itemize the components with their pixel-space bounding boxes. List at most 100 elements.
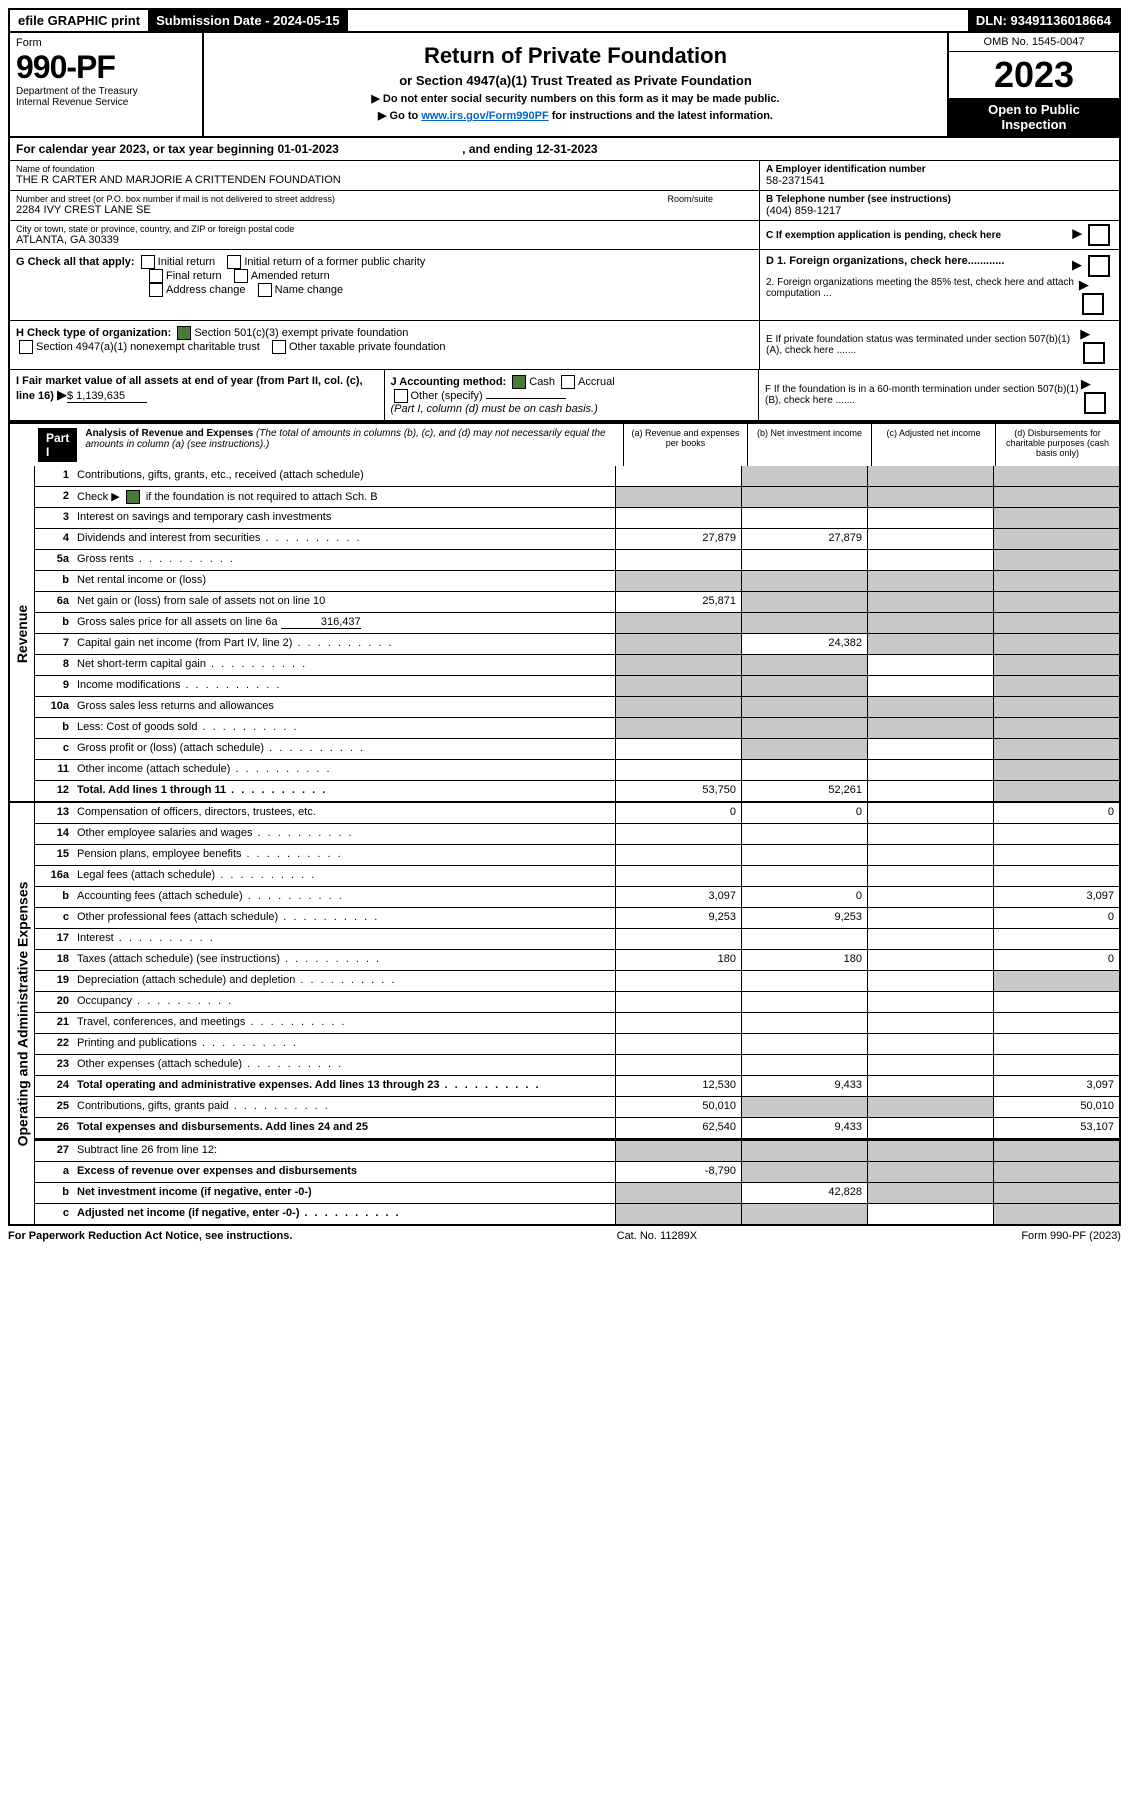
row-27c: cAdjusted net income (if negative, enter… xyxy=(35,1204,1119,1224)
g-label: G Check all that apply: xyxy=(16,256,135,268)
section-g-d: G Check all that apply: Initial return I… xyxy=(8,250,1121,321)
row-10b: bLess: Cost of goods sold xyxy=(35,718,1119,739)
part-label: Part I xyxy=(38,428,77,462)
row-18: 18Taxes (attach schedule) (see instructi… xyxy=(35,950,1119,971)
addr-label: Number and street (or P.O. box number if… xyxy=(16,194,753,204)
checkbox-c[interactable] xyxy=(1088,224,1110,246)
e-label: E If private foundation status was termi… xyxy=(766,334,1080,356)
cb-e[interactable] xyxy=(1083,342,1105,364)
foundation-name: THE R CARTER AND MARJORIE A CRITTENDEN F… xyxy=(16,174,753,186)
row-9: 9Income modifications xyxy=(35,676,1119,697)
phone-value: (404) 859-1217 xyxy=(766,205,1113,217)
row-16a: 16aLegal fees (attach schedule) xyxy=(35,866,1119,887)
col-a-header: (a) Revenue and expenses per books xyxy=(623,424,747,466)
cb-other-method[interactable] xyxy=(394,389,408,403)
fmv-value: $ 1,139,635 xyxy=(67,390,147,403)
cb-address[interactable] xyxy=(149,283,163,297)
submission-date: Submission Date - 2024-05-15 xyxy=(148,10,348,31)
section-ijf: I Fair market value of all assets at end… xyxy=(8,370,1121,422)
expenses-table: Operating and Administrative Expenses 13… xyxy=(8,803,1121,1226)
cb-501c3[interactable] xyxy=(177,326,191,340)
row-7: 7Capital gain net income (from Part IV, … xyxy=(35,634,1119,655)
row-5a: 5aGross rents xyxy=(35,550,1119,571)
row-22: 22Printing and publications xyxy=(35,1034,1119,1055)
row-8: 8Net short-term capital gain xyxy=(35,655,1119,676)
cb-other-tax[interactable] xyxy=(272,340,286,354)
dln: DLN: 93491136018664 xyxy=(968,10,1119,31)
note-2: ▶ Go to www.irs.gov/Form990PF for instru… xyxy=(210,109,941,122)
part-1-header: Part I Analysis of Revenue and Expenses … xyxy=(8,422,1121,466)
j-label: J Accounting method: xyxy=(391,376,507,388)
open-to-public: Open to Public Inspection xyxy=(949,98,1119,136)
expenses-side-label: Operating and Administrative Expenses xyxy=(10,803,35,1224)
row-6a: 6aNet gain or (loss) from sale of assets… xyxy=(35,592,1119,613)
dept-1: Department of the Treasury xyxy=(16,86,196,97)
row-21: 21Travel, conferences, and meetings xyxy=(35,1013,1119,1034)
row-17: 17Interest xyxy=(35,929,1119,950)
omb-number: OMB No. 1545-0047 xyxy=(949,33,1119,52)
cb-cash[interactable] xyxy=(512,375,526,389)
city-label: City or town, state or province, country… xyxy=(16,224,753,234)
cb-final[interactable] xyxy=(149,269,163,283)
row-16b: bAccounting fees (attach schedule)3,0970… xyxy=(35,887,1119,908)
h-label: H Check type of organization: xyxy=(16,327,171,339)
footer-right: Form 990-PF (2023) xyxy=(1021,1230,1121,1242)
arrow-icon: ▶ xyxy=(1072,226,1082,241)
form-title: Return of Private Foundation xyxy=(210,43,941,69)
d1-label: D 1. Foreign organizations, check here..… xyxy=(766,255,1004,277)
dept-2: Internal Revenue Service xyxy=(16,97,196,108)
c-label: C If exemption application is pending, c… xyxy=(766,230,1001,241)
row-24: 24Total operating and administrative exp… xyxy=(35,1076,1119,1097)
row-23: 23Other expenses (attach schedule) xyxy=(35,1055,1119,1076)
page-footer: For Paperwork Reduction Act Notice, see … xyxy=(8,1226,1121,1246)
part-title: Analysis of Revenue and Expenses xyxy=(85,428,253,439)
revenue-table: Revenue 1Contributions, gifts, grants, e… xyxy=(8,466,1121,803)
row-12: 12Total. Add lines 1 through 1153,75052,… xyxy=(35,781,1119,801)
cb-4947[interactable] xyxy=(19,340,33,354)
foundation-info: Name of foundation THE R CARTER AND MARJ… xyxy=(8,161,1121,250)
note-1: ▶ Do not enter social security numbers o… xyxy=(210,92,941,105)
irs-link[interactable]: www.irs.gov/Form990PF xyxy=(421,110,548,122)
cb-amended[interactable] xyxy=(234,269,248,283)
row-3: 3Interest on savings and temporary cash … xyxy=(35,508,1119,529)
row-26: 26Total expenses and disbursements. Add … xyxy=(35,1118,1119,1139)
tax-year: 2023 xyxy=(949,52,1119,98)
cb-d2[interactable] xyxy=(1082,293,1104,315)
d2-label: 2. Foreign organizations meeting the 85%… xyxy=(766,277,1079,315)
address: 2284 IVY CREST LANE SE xyxy=(16,204,753,216)
row-1: 1Contributions, gifts, grants, etc., rec… xyxy=(35,466,1119,487)
row-11: 11Other income (attach schedule) xyxy=(35,760,1119,781)
row-19: 19Depreciation (attach schedule) and dep… xyxy=(35,971,1119,992)
row-5b: bNet rental income or (loss) xyxy=(35,571,1119,592)
col-b-header: (b) Net investment income xyxy=(747,424,871,466)
row-27a: aExcess of revenue over expenses and dis… xyxy=(35,1162,1119,1183)
cb-f[interactable] xyxy=(1084,392,1106,414)
cb-accrual[interactable] xyxy=(561,375,575,389)
ein-value: 58-2371541 xyxy=(766,175,1113,187)
f-label: F If the foundation is in a 60-month ter… xyxy=(765,384,1081,406)
row-27: 27Subtract line 26 from line 12: xyxy=(35,1139,1119,1162)
form-label: Form xyxy=(16,37,196,49)
row-4: 4Dividends and interest from securities2… xyxy=(35,529,1119,550)
cb-name-change[interactable] xyxy=(258,283,272,297)
cb-initial-former[interactable] xyxy=(227,255,241,269)
city-value: ATLANTA, GA 30339 xyxy=(16,234,753,246)
cb-sch-b[interactable] xyxy=(126,490,140,504)
footer-left: For Paperwork Reduction Act Notice, see … xyxy=(8,1230,292,1242)
row-6b: bGross sales price for all assets on lin… xyxy=(35,613,1119,634)
phone-label: B Telephone number (see instructions) xyxy=(766,194,1113,205)
form-number: 990-PF xyxy=(16,49,196,86)
cb-d1[interactable] xyxy=(1088,255,1110,277)
row-14: 14Other employee salaries and wages xyxy=(35,824,1119,845)
col-d-header: (d) Disbursements for charitable purpose… xyxy=(995,424,1119,466)
col-c-header: (c) Adjusted net income xyxy=(871,424,995,466)
gross-sales-val: 316,437 xyxy=(281,616,361,629)
efile-label[interactable]: efile GRAPHIC print xyxy=(10,10,148,31)
ein-label: A Employer identification number xyxy=(766,164,1113,175)
row-16c: cOther professional fees (attach schedul… xyxy=(35,908,1119,929)
section-h-e: H Check type of organization: Section 50… xyxy=(8,321,1121,370)
calendar-year-row: For calendar year 2023, or tax year begi… xyxy=(8,138,1121,161)
cb-initial[interactable] xyxy=(141,255,155,269)
revenue-side-label: Revenue xyxy=(10,466,35,801)
row-20: 20Occupancy xyxy=(35,992,1119,1013)
